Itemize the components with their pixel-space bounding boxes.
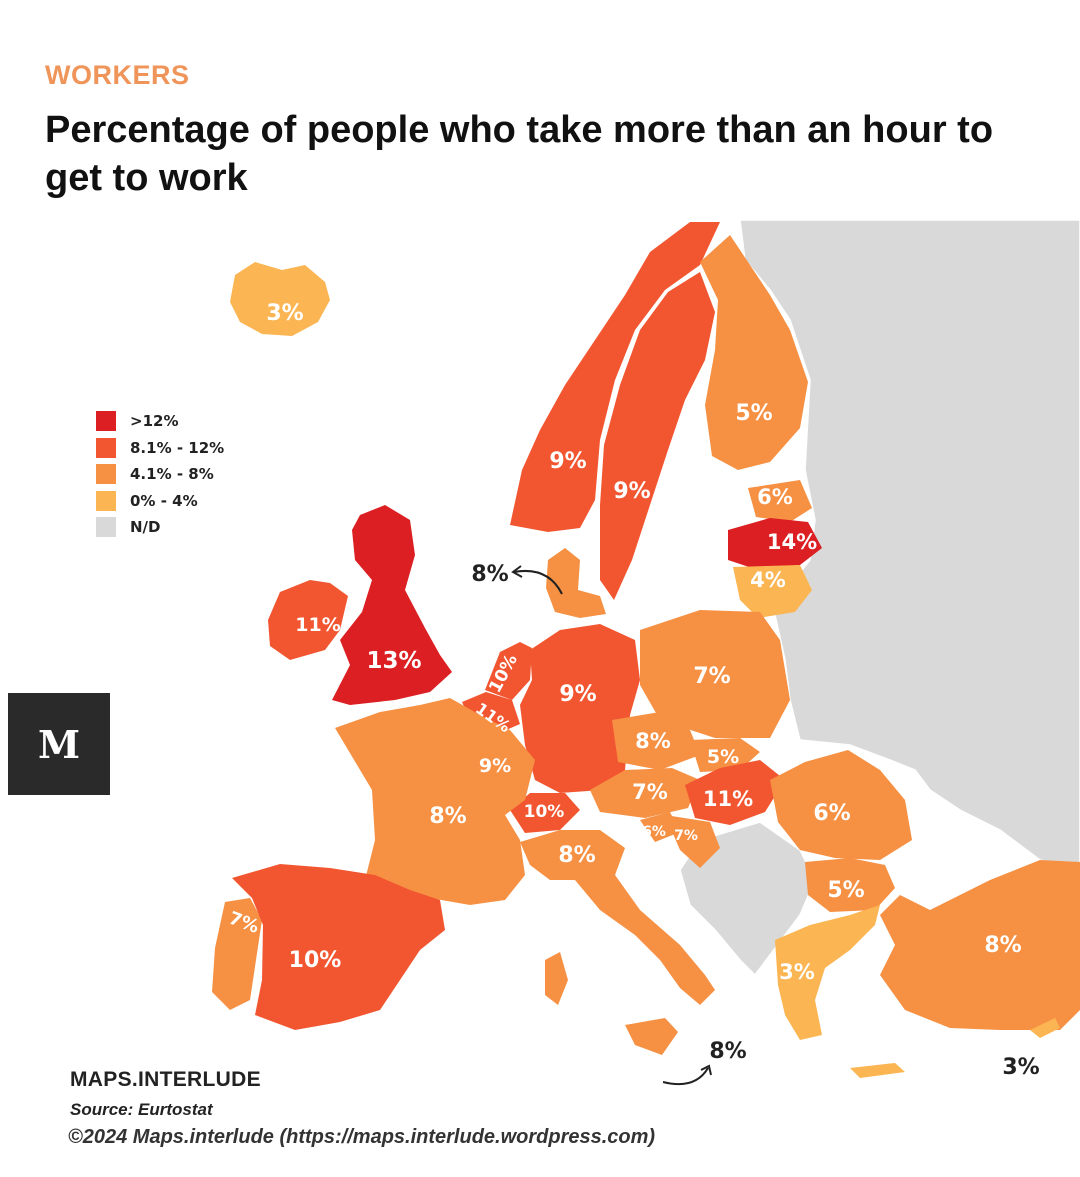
legend-label: 0% - 4% bbox=[130, 491, 198, 510]
malta-arrow bbox=[662, 1067, 709, 1086]
region-turkey bbox=[880, 860, 1080, 1030]
region-bulgaria bbox=[805, 858, 895, 912]
label-switzerland: 10% bbox=[524, 802, 565, 822]
source-note: Source: Eurtostat bbox=[70, 1100, 213, 1119]
region-czechia bbox=[612, 712, 700, 770]
label-sweden: 9% bbox=[613, 479, 650, 504]
legend-swatch bbox=[96, 517, 116, 538]
label-finland: 5% bbox=[735, 401, 772, 426]
europe-map: 3% 9% 9% 5% 6% 14% 4% 8% 11% 13% 10% 11%… bbox=[212, 219, 1080, 1086]
map-title: Percentage of people who take more than … bbox=[45, 109, 994, 199]
label-greece: 3% bbox=[779, 960, 815, 984]
label-estonia: 6% bbox=[757, 485, 793, 509]
region-austria bbox=[590, 768, 700, 818]
region-croatia bbox=[665, 815, 720, 868]
region-germany bbox=[520, 624, 640, 793]
region-finland bbox=[700, 235, 808, 470]
label-slovenia: 6% bbox=[642, 824, 666, 840]
malta-arrowhead bbox=[700, 1064, 712, 1076]
region-sicily bbox=[625, 1018, 678, 1055]
region-united-kingdom bbox=[332, 505, 452, 705]
label-united-kingdom: 13% bbox=[366, 648, 421, 674]
label-spain: 10% bbox=[289, 948, 342, 973]
label-luxembourg: 9% bbox=[479, 755, 511, 777]
region-belgium bbox=[462, 692, 520, 735]
legend-item: 8.1% - 12% bbox=[96, 435, 224, 462]
label-poland: 7% bbox=[693, 664, 730, 689]
region-switzerland bbox=[510, 793, 580, 833]
legend-item: 0% - 4% bbox=[96, 488, 224, 515]
label-lithuania: 4% bbox=[750, 568, 786, 592]
denmark-arrow bbox=[513, 570, 563, 595]
region-norway bbox=[510, 222, 720, 532]
label-latvia: 14% bbox=[767, 530, 817, 554]
label-malta: 8% bbox=[709, 1039, 746, 1064]
region-hungary bbox=[685, 760, 785, 825]
legend-item: N/D bbox=[96, 514, 224, 541]
legend-label: 8.1% - 12% bbox=[130, 438, 225, 457]
region-portugal bbox=[212, 898, 262, 1010]
legend-label: 4.1% - 8% bbox=[130, 465, 214, 484]
label-slovakia: 5% bbox=[707, 746, 739, 768]
region-latvia bbox=[728, 518, 822, 568]
label-hungary: 11% bbox=[703, 787, 753, 811]
label-romania: 6% bbox=[813, 801, 850, 826]
region-denmark bbox=[546, 548, 606, 618]
region-crete bbox=[850, 1063, 905, 1078]
region-france bbox=[335, 698, 535, 905]
label-austria: 7% bbox=[632, 780, 668, 804]
label-bulgaria: 5% bbox=[827, 878, 864, 903]
legend-swatch bbox=[96, 490, 116, 511]
region-netherlands bbox=[485, 642, 532, 700]
legend-item: >12% bbox=[96, 408, 224, 435]
region-estonia bbox=[748, 480, 812, 522]
copyright-note: ©2024 Maps.interlude (https://maps.inter… bbox=[68, 1126, 656, 1148]
legend-label: >12% bbox=[130, 412, 179, 431]
legend-swatch bbox=[96, 437, 116, 458]
label-italy: 8% bbox=[558, 843, 595, 868]
label-czechia: 8% bbox=[635, 729, 671, 753]
brand-logo: M bbox=[8, 693, 110, 795]
map-legend: >12% 8.1% - 12% 4.1% - 8% 0% - 4% N/D bbox=[96, 408, 224, 541]
label-iceland: 3% bbox=[266, 301, 303, 326]
region-greece bbox=[775, 905, 880, 1040]
nd-balkans bbox=[679, 821, 816, 977]
region-romania bbox=[770, 750, 912, 860]
label-denmark: 8% bbox=[471, 562, 508, 587]
label-croatia: 7% bbox=[674, 828, 698, 844]
legend-item: 4.1% - 8% bbox=[96, 461, 224, 488]
region-lithuania bbox=[733, 565, 812, 618]
logo-letter: M bbox=[37, 721, 81, 767]
legend-swatch bbox=[96, 411, 116, 432]
brand-name: MAPS.INTERLUDE bbox=[70, 1068, 261, 1091]
label-germany: 9% bbox=[559, 682, 596, 707]
region-iceland bbox=[230, 262, 330, 336]
region-spain bbox=[232, 864, 445, 1030]
label-turkey: 8% bbox=[984, 933, 1021, 958]
region-poland bbox=[640, 610, 790, 738]
label-ireland: 11% bbox=[295, 614, 340, 636]
label-cyprus: 3% bbox=[1002, 1055, 1039, 1080]
kicker-label: WORKERS bbox=[45, 60, 190, 90]
label-norway: 9% bbox=[549, 449, 586, 474]
legend-swatch bbox=[96, 464, 116, 485]
region-cyprus bbox=[1030, 1018, 1060, 1038]
region-sweden bbox=[600, 272, 715, 600]
denmark-arrowhead bbox=[511, 565, 523, 578]
region-italy bbox=[520, 830, 715, 1005]
label-france: 8% bbox=[429, 804, 466, 829]
legend-label: N/D bbox=[130, 518, 161, 537]
region-sardinia bbox=[545, 952, 568, 1005]
region-ireland bbox=[268, 580, 348, 660]
